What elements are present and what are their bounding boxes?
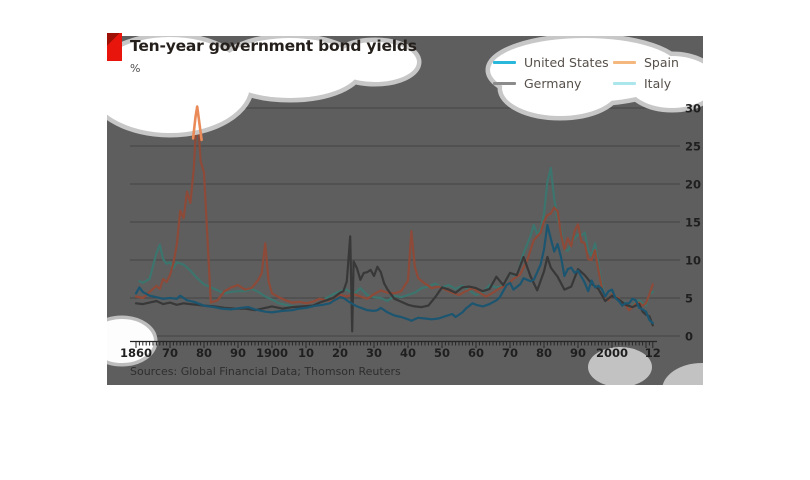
y-axis-label: 0 (685, 330, 693, 344)
x-axis-label: 60 (468, 346, 484, 360)
x-axis-label: 10 (298, 346, 314, 360)
y-axis-label: 5 (685, 292, 693, 306)
y-axis-label: 20 (685, 178, 701, 192)
y-axis-label: 15 (685, 216, 701, 230)
legend-item-united-states: United States (493, 55, 613, 70)
legend-item-germany: Germany (493, 76, 613, 91)
mask-blob-bottom-center (588, 347, 652, 385)
legend-label: Italy (644, 76, 672, 91)
legend-label: United States (524, 55, 609, 70)
x-axis-label: 12 (645, 346, 661, 360)
legend: United States Spain Germany Italy (493, 52, 679, 94)
revealed-spain-spike (191, 105, 203, 142)
source-note: Sources: Global Financial Data; Thomson … (130, 365, 401, 378)
y-axis-label: 25 (685, 140, 701, 154)
x-axis-label: 1900 (256, 346, 288, 360)
x-axis-label: 1860 (120, 346, 152, 360)
x-axis-label: 90 (570, 346, 586, 360)
x-axis-label: 50 (434, 346, 450, 360)
series-line-united-states (134, 223, 654, 325)
mask-blob-bottom-right (662, 363, 703, 385)
legend-item-italy: Italy (613, 76, 679, 91)
united-states-line-swatch (493, 61, 516, 64)
series-lines (134, 105, 654, 333)
legend-item-spain: Spain (613, 55, 679, 70)
y-axis-label: 10 (685, 254, 701, 268)
revealed-segment-spain (191, 105, 203, 142)
mask-blob-top-left (107, 36, 422, 138)
x-axis-label: 80 (196, 346, 212, 360)
legend-label: Germany (524, 76, 582, 91)
economist-red-tab (107, 33, 122, 61)
x-axis-label: 70 (502, 346, 518, 360)
x-axis-label: 70 (162, 346, 178, 360)
x-axis-label: 30 (366, 346, 382, 360)
mask-blobs (107, 36, 703, 385)
germany-line-swatch (493, 82, 516, 85)
page-title: Ten-year government bond yields (130, 37, 417, 55)
series-line-spain (134, 105, 654, 312)
axes: 1860 70 80 90 1900 10 20 30 40 50 60 70 80 90 2000 12 0 5… (120, 102, 701, 361)
legend-label: Spain (644, 55, 679, 70)
x-axis-label: 20 (332, 346, 348, 360)
x-axis-label: 90 (230, 346, 246, 360)
x-axis-label: 40 (400, 346, 416, 360)
y-axis-label: 30 (685, 102, 701, 116)
x-axis-label: 2000 (596, 346, 628, 360)
mask-blob-top-right (485, 36, 703, 121)
unit-label: % (130, 62, 141, 75)
spain-line-swatch (613, 61, 636, 64)
italy-line-swatch (613, 82, 636, 85)
x-axis-label: 80 (536, 346, 552, 360)
